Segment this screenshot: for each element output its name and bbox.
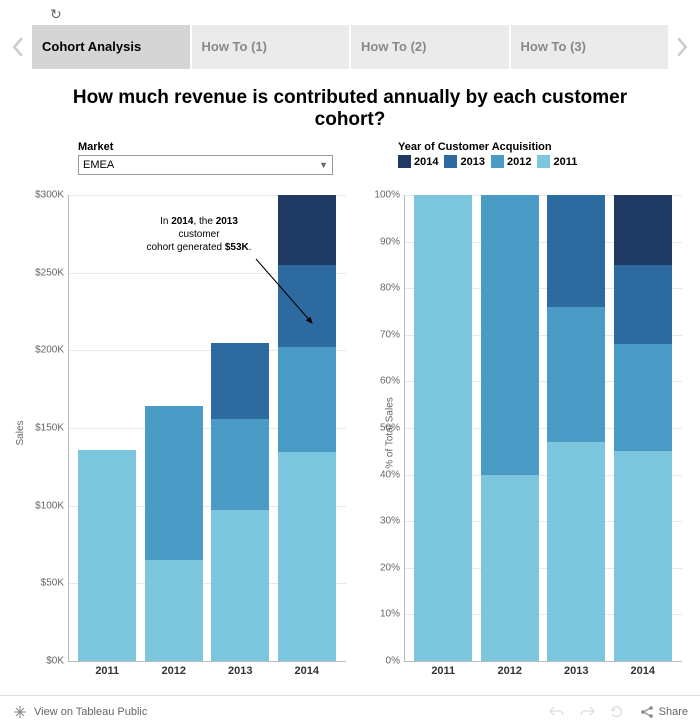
tab-cohort-analysis[interactable]: Cohort Analysis [32,25,190,69]
ytick: 40% [380,469,400,480]
ytick: $300K [35,190,64,201]
footer: View on Tableau Public Share [0,695,700,727]
legend-label: 2014 [414,156,438,168]
ytick: 30% [380,516,400,527]
tab-how-to-2-[interactable]: How To (2) [351,25,509,69]
tabs-row: Cohort AnalysisHow To (1)How To (2)How T… [0,25,700,69]
bar-segment-2011[interactable] [278,452,336,661]
ytick: 70% [380,329,400,340]
ytick: $0K [46,656,64,667]
bar-segment-2011[interactable] [614,451,672,661]
ytick: 10% [380,609,400,620]
ytick: $250K [35,267,64,278]
xlabel: 2012 [145,665,203,677]
bar-2012[interactable] [481,195,539,661]
reset-button[interactable] [609,704,625,720]
ytick: 60% [380,376,400,387]
legend-swatch [398,155,411,168]
ytick: 90% [380,236,400,247]
tab-how-to-3-[interactable]: How To (3) [511,25,669,69]
chart-annotation: In 2014, the 2013customercohort generate… [129,215,269,254]
legend-item-2012[interactable]: 2012 [491,155,531,168]
legend-swatch [444,155,457,168]
legend-title: Year of Customer Acquisition [398,141,640,153]
ytick: 20% [380,562,400,573]
pct-chart: % of Total Sales 0%10%20%30%40%50%60%70%… [356,183,686,683]
bar-segment-2012[interactable] [145,406,203,560]
bar-2013[interactable] [547,195,605,661]
ytick: $200K [35,345,64,356]
legend-label: 2011 [553,156,577,168]
xlabel: 2011 [78,665,136,677]
bar-segment-2011[interactable] [414,195,472,661]
market-select[interactable]: EMEA ▼ [78,155,333,175]
market-label: Market [78,141,338,153]
bar-segment-2013[interactable] [614,265,672,344]
bar-segment-2011[interactable] [547,442,605,661]
bar-segment-2011[interactable] [211,510,269,661]
market-selected-value: EMEA [83,159,114,171]
redo-button[interactable] [579,704,595,720]
bar-segment-2013[interactable] [547,195,605,307]
sales-chart: Sales $0K $50K $100K $150K $200K $250K $300K In… [10,183,350,683]
bar-segment-2012[interactable] [614,344,672,451]
share-icon [639,704,655,720]
legend-swatch [537,155,550,168]
legend-item-2011[interactable]: 2011 [537,155,577,168]
legend-label: 2012 [507,156,531,168]
legend-swatch [491,155,504,168]
bar-segment-2012[interactable] [211,419,269,511]
tab-how-to-1-[interactable]: How To (1) [192,25,350,69]
ytick: 0% [386,656,400,667]
annotation-arrow [250,253,318,329]
legend-item-2013[interactable]: 2013 [444,155,484,168]
bar-segment-2012[interactable] [278,347,336,452]
bar-segment-2011[interactable] [145,560,203,661]
tableau-logo-icon [12,704,28,720]
view-on-tableau-link[interactable]: View on Tableau Public [12,704,147,720]
yaxis-title-left: Sales [15,420,26,445]
share-label: Share [659,706,688,718]
bar-segment-2011[interactable] [78,450,136,661]
ytick: $50K [41,578,64,589]
chevron-down-icon: ▼ [319,160,328,170]
bar-segment-2012[interactable] [547,307,605,442]
ytick: 80% [380,283,400,294]
tabs-prev-button[interactable] [6,25,30,69]
bar-2011[interactable] [414,195,472,661]
ytick: $150K [35,423,64,434]
reload-icon[interactable]: ↻ [50,6,62,23]
bar-segment-2014[interactable] [614,195,672,265]
bar-2011[interactable] [78,195,136,661]
xlabel: 2014 [278,665,336,677]
ytick: $100K [35,500,64,511]
bar-segment-2013[interactable] [211,343,269,419]
ytick: 50% [380,423,400,434]
page-title: How much revenue is contributed annually… [0,69,700,141]
xlabel: 2012 [481,665,539,677]
xlabel: 2011 [414,665,472,677]
bar-2014[interactable] [614,195,672,661]
xlabel: 2014 [614,665,672,677]
xlabel: 2013 [211,665,269,677]
legend-label: 2013 [460,156,484,168]
tabs-next-button[interactable] [670,25,694,69]
bar-2012[interactable] [145,195,203,661]
view-on-tableau-label: View on Tableau Public [34,706,147,718]
ytick: 100% [374,190,400,201]
xlabel: 2013 [547,665,605,677]
undo-button[interactable] [549,704,565,720]
bar-segment-2012[interactable] [481,195,539,475]
legend-item-2014[interactable]: 2014 [398,155,438,168]
share-button[interactable]: Share [639,704,688,720]
bar-segment-2011[interactable] [481,475,539,661]
